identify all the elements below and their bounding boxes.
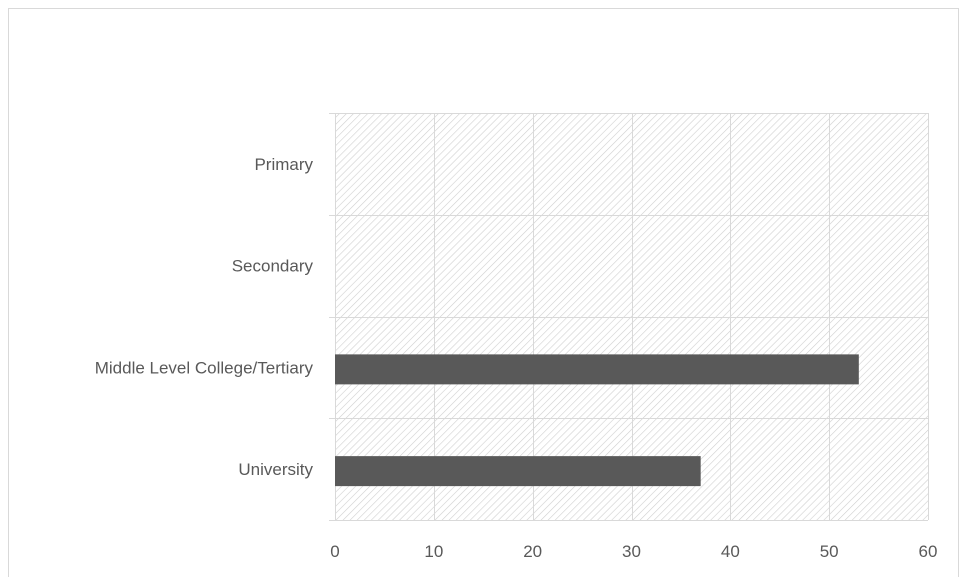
x-tick-label-6: 60 [919,542,938,561]
bars [335,354,859,487]
x-tick-label-4: 40 [721,542,740,561]
x-tick-label-3: 30 [622,542,641,561]
category-label-0: Primary [254,155,313,174]
x-tick-label-1: 10 [424,542,443,561]
x-tick-labels: 0 10 20 30 40 50 60 [330,542,937,561]
category-label-3: University [238,460,313,479]
bar-2 [335,354,859,385]
x-tick-label-0: 0 [330,542,339,561]
chart-border [8,8,959,577]
x-tick-label-2: 20 [523,542,542,561]
x-tick-label-5: 50 [820,542,839,561]
grid-lines [329,113,929,521]
category-label-1: Secondary [232,257,314,276]
category-labels: Primary Secondary Middle Level College/Ter… [95,155,314,479]
category-label-2: Middle Level College/Tertiary [95,358,314,377]
bar-3 [335,456,701,487]
